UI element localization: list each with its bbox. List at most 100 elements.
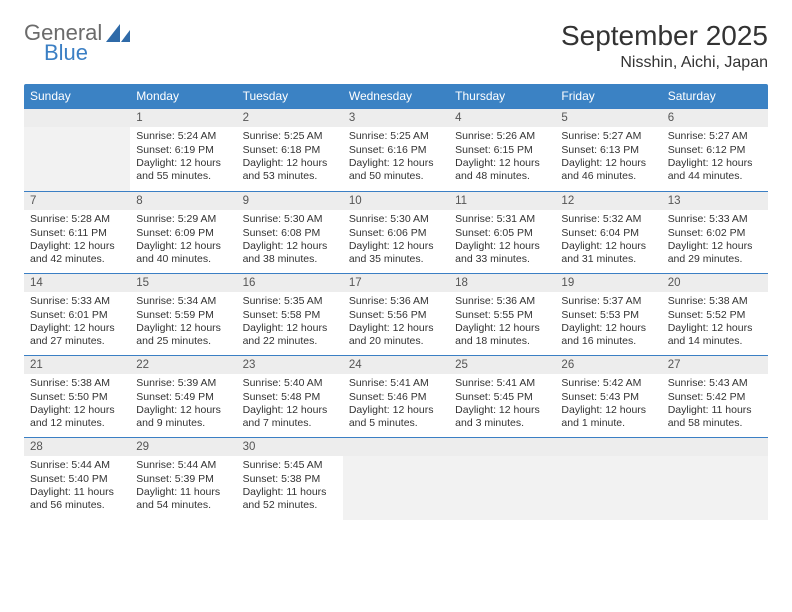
sunset-line: Sunset: 5:53 PM xyxy=(561,309,655,322)
sunset-line: Sunset: 5:55 PM xyxy=(455,309,549,322)
day-cell: 21Sunrise: 5:38 AMSunset: 5:50 PMDayligh… xyxy=(24,355,130,437)
sunset-line: Sunset: 6:06 PM xyxy=(349,227,443,240)
empty-cell xyxy=(555,437,661,520)
sunset-line: Sunset: 6:02 PM xyxy=(668,227,762,240)
sunset-line: Sunset: 6:12 PM xyxy=(668,144,762,157)
sunrise-line: Sunrise: 5:25 AM xyxy=(243,130,337,143)
daynum-empty xyxy=(24,109,130,127)
day-number: 13 xyxy=(662,192,768,210)
logo: General Blue xyxy=(24,20,130,66)
day-cell: 14Sunrise: 5:33 AMSunset: 6:01 PMDayligh… xyxy=(24,273,130,355)
day-cell: 10Sunrise: 5:30 AMSunset: 6:06 PMDayligh… xyxy=(343,191,449,273)
daylight-line: Daylight: 12 hours and 29 minutes. xyxy=(668,240,762,266)
sunset-line: Sunset: 5:40 PM xyxy=(30,473,124,486)
sunrise-line: Sunrise: 5:33 AM xyxy=(668,213,762,226)
day-content: Sunrise: 5:34 AMSunset: 5:59 PMDaylight:… xyxy=(130,292,236,354)
daylight-line: Daylight: 12 hours and 27 minutes. xyxy=(30,322,124,348)
sunrise-line: Sunrise: 5:26 AM xyxy=(455,130,549,143)
sunset-line: Sunset: 5:56 PM xyxy=(349,309,443,322)
day-content: Sunrise: 5:43 AMSunset: 5:42 PMDaylight:… xyxy=(662,374,768,436)
sunrise-line: Sunrise: 5:34 AM xyxy=(136,295,230,308)
month-title: September 2025 xyxy=(561,20,768,52)
sunset-line: Sunset: 6:18 PM xyxy=(243,144,337,157)
day-number: 26 xyxy=(555,356,661,374)
daylight-line: Daylight: 12 hours and 22 minutes. xyxy=(243,322,337,348)
day-content: Sunrise: 5:36 AMSunset: 5:55 PMDaylight:… xyxy=(449,292,555,354)
sunrise-line: Sunrise: 5:44 AM xyxy=(30,459,124,472)
sunrise-line: Sunrise: 5:45 AM xyxy=(243,459,337,472)
day-content: Sunrise: 5:25 AMSunset: 6:16 PMDaylight:… xyxy=(343,127,449,189)
day-number: 22 xyxy=(130,356,236,374)
sunset-line: Sunset: 5:42 PM xyxy=(668,391,762,404)
day-content: Sunrise: 5:40 AMSunset: 5:48 PMDaylight:… xyxy=(237,374,343,436)
day-cell: 4Sunrise: 5:26 AMSunset: 6:15 PMDaylight… xyxy=(449,108,555,191)
logo-word2: Blue xyxy=(44,40,88,66)
day-number: 6 xyxy=(662,109,768,127)
sunset-line: Sunset: 5:50 PM xyxy=(30,391,124,404)
sunset-line: Sunset: 6:13 PM xyxy=(561,144,655,157)
day-content: Sunrise: 5:33 AMSunset: 6:01 PMDaylight:… xyxy=(24,292,130,354)
day-content: Sunrise: 5:32 AMSunset: 6:04 PMDaylight:… xyxy=(555,210,661,272)
sunset-line: Sunset: 5:38 PM xyxy=(243,473,337,486)
day-content: Sunrise: 5:27 AMSunset: 6:13 PMDaylight:… xyxy=(555,127,661,189)
daylight-line: Daylight: 12 hours and 18 minutes. xyxy=(455,322,549,348)
daynum-empty xyxy=(343,438,449,456)
sunrise-line: Sunrise: 5:42 AM xyxy=(561,377,655,390)
sunset-line: Sunset: 5:59 PM xyxy=(136,309,230,322)
day-number: 5 xyxy=(555,109,661,127)
title-block: September 2025 Nisshin, Aichi, Japan xyxy=(561,20,768,72)
daylight-line: Daylight: 12 hours and 31 minutes. xyxy=(561,240,655,266)
daylight-line: Daylight: 12 hours and 1 minute. xyxy=(561,404,655,430)
sunrise-line: Sunrise: 5:36 AM xyxy=(455,295,549,308)
sunrise-line: Sunrise: 5:27 AM xyxy=(561,130,655,143)
logo-sail-icon xyxy=(106,24,130,42)
day-cell: 22Sunrise: 5:39 AMSunset: 5:49 PMDayligh… xyxy=(130,355,236,437)
sunrise-line: Sunrise: 5:37 AM xyxy=(561,295,655,308)
weekday-thu: Thursday xyxy=(449,84,555,108)
day-number: 27 xyxy=(662,356,768,374)
day-number: 21 xyxy=(24,356,130,374)
empty-cell xyxy=(449,437,555,520)
daylight-line: Daylight: 12 hours and 46 minutes. xyxy=(561,157,655,183)
day-cell: 19 Sunrise: 5:37 AMSunset: 5:53 PMDayligh… xyxy=(555,273,661,355)
day-number: 2 xyxy=(237,109,343,127)
day-content: Sunrise: 5:30 AMSunset: 6:08 PMDaylight:… xyxy=(237,210,343,272)
sunset-line: Sunset: 5:58 PM xyxy=(243,309,337,322)
sunrise-line: Sunrise: 5:25 AM xyxy=(349,130,443,143)
empty-cell xyxy=(24,108,130,191)
daylight-line: Daylight: 12 hours and 35 minutes. xyxy=(349,240,443,266)
daylight-line: Daylight: 12 hours and 20 minutes. xyxy=(349,322,443,348)
daynum-empty xyxy=(662,438,768,456)
day-cell: 2Sunrise: 5:25 AMSunset: 6:18 PMDaylight… xyxy=(237,108,343,191)
day-content: Sunrise: 5:29 AMSunset: 6:09 PMDaylight:… xyxy=(130,210,236,272)
day-content: Sunrise: 5:25 AMSunset: 6:18 PMDaylight:… xyxy=(237,127,343,189)
sunrise-line: Sunrise: 5:31 AM xyxy=(455,213,549,226)
day-cell: 6Sunrise: 5:27 AMSunset: 6:12 PMDaylight… xyxy=(662,108,768,191)
weekday-sat: Saturday xyxy=(662,84,768,108)
daylight-line: Daylight: 12 hours and 9 minutes. xyxy=(136,404,230,430)
day-number: 17 xyxy=(343,274,449,292)
daylight-line: Daylight: 12 hours and 16 minutes. xyxy=(561,322,655,348)
day-cell: 27Sunrise: 5:43 AMSunset: 5:42 PMDayligh… xyxy=(662,355,768,437)
day-number: 24 xyxy=(343,356,449,374)
sunset-line: Sunset: 5:45 PM xyxy=(455,391,549,404)
day-content: Sunrise: 5:24 AMSunset: 6:19 PMDaylight:… xyxy=(130,127,236,189)
day-number: 23 xyxy=(237,356,343,374)
day-cell: 3Sunrise: 5:25 AMSunset: 6:16 PMDaylight… xyxy=(343,108,449,191)
day-number: 9 xyxy=(237,192,343,210)
daylight-line: Daylight: 12 hours and 40 minutes. xyxy=(136,240,230,266)
sunset-line: Sunset: 5:46 PM xyxy=(349,391,443,404)
day-cell: 23Sunrise: 5:40 AMSunset: 5:48 PMDayligh… xyxy=(237,355,343,437)
day-cell: 28Sunrise: 5:44 AMSunset: 5:40 PMDayligh… xyxy=(24,437,130,520)
day-cell: 15Sunrise: 5:34 AMSunset: 5:59 PMDayligh… xyxy=(130,273,236,355)
day-number: 19 xyxy=(555,274,661,292)
daylight-line: Daylight: 12 hours and 48 minutes. xyxy=(455,157,549,183)
day-cell: 11Sunrise: 5:31 AMSunset: 6:05 PMDayligh… xyxy=(449,191,555,273)
sunset-line: Sunset: 5:52 PM xyxy=(668,309,762,322)
sunrise-line: Sunrise: 5:33 AM xyxy=(30,295,124,308)
day-number: 3 xyxy=(343,109,449,127)
day-content: Sunrise: 5:33 AMSunset: 6:02 PMDaylight:… xyxy=(662,210,768,272)
day-cell: 12Sunrise: 5:32 AMSunset: 6:04 PMDayligh… xyxy=(555,191,661,273)
daylight-line: Daylight: 12 hours and 55 minutes. xyxy=(136,157,230,183)
day-content: Sunrise: 5:38 AMSunset: 5:52 PMDaylight:… xyxy=(662,292,768,354)
